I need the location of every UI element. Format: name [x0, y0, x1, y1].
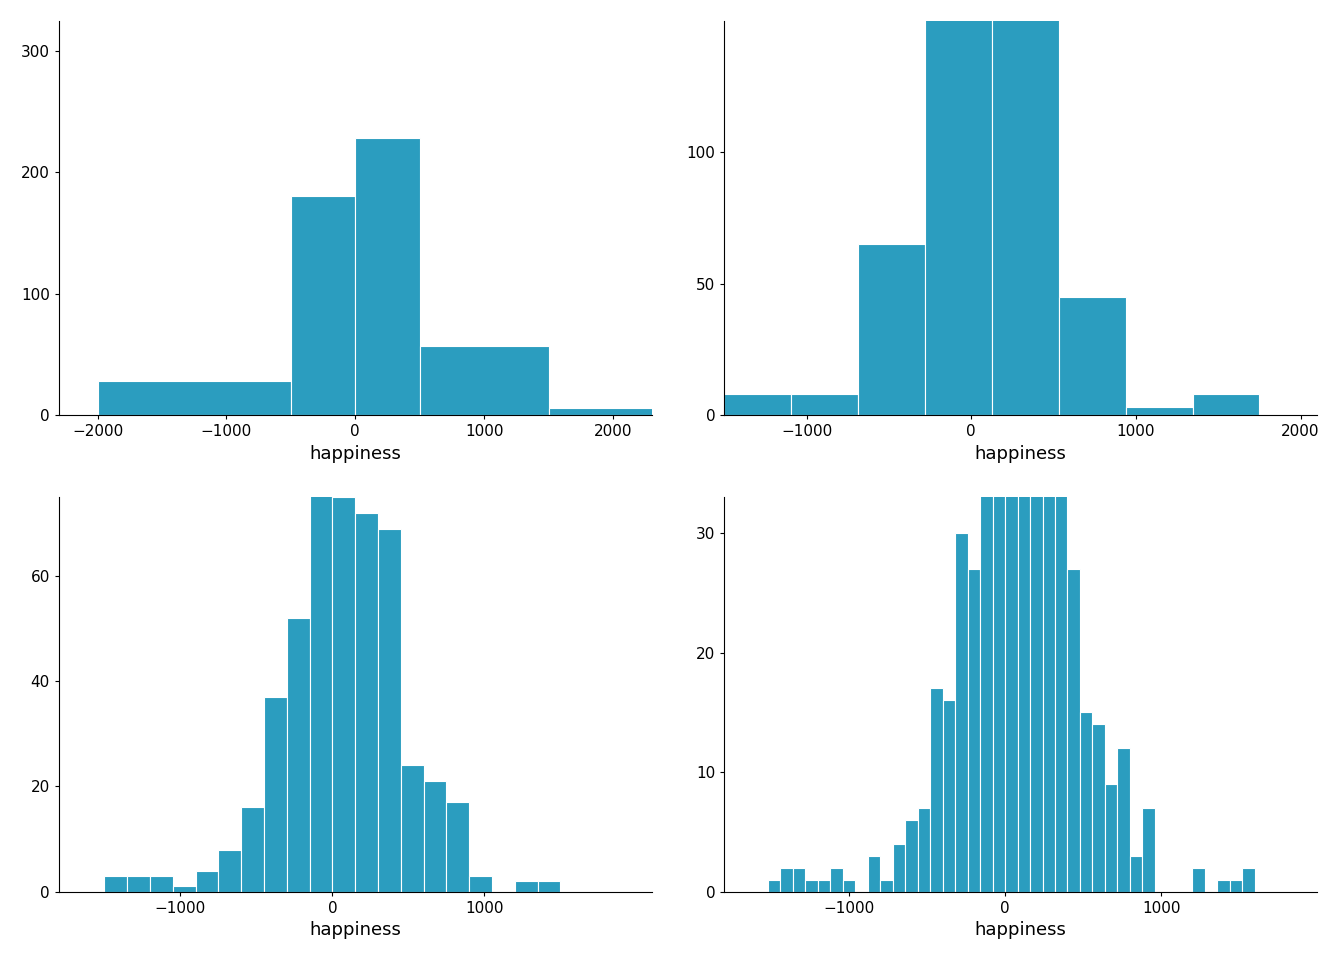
Bar — [818, 879, 831, 892]
Bar — [469, 876, 492, 892]
X-axis label: happiness: happiness — [309, 444, 402, 463]
Bar — [378, 529, 401, 892]
Bar — [1242, 868, 1255, 892]
Bar — [724, 394, 792, 415]
Bar — [151, 876, 173, 892]
Bar — [1192, 868, 1204, 892]
Bar — [793, 868, 805, 892]
Bar — [548, 408, 677, 415]
Bar — [263, 697, 286, 892]
Bar — [992, 0, 1059, 415]
Bar — [930, 688, 942, 892]
Bar — [843, 879, 855, 892]
Bar — [173, 886, 196, 892]
Bar — [1030, 414, 1043, 892]
X-axis label: happiness: happiness — [309, 922, 402, 939]
Bar — [128, 876, 151, 892]
Bar — [1017, 366, 1030, 892]
Bar — [423, 781, 446, 892]
Bar — [355, 514, 378, 892]
Bar — [868, 855, 880, 892]
Bar — [918, 808, 930, 892]
Bar — [290, 196, 355, 415]
Bar — [892, 844, 906, 892]
X-axis label: happiness: happiness — [974, 922, 1067, 939]
Bar — [980, 449, 993, 892]
Bar — [105, 876, 128, 892]
Bar — [538, 881, 560, 892]
Bar — [1105, 784, 1117, 892]
Bar — [286, 618, 309, 892]
Bar — [1005, 425, 1017, 892]
Bar — [515, 881, 538, 892]
Bar — [1142, 808, 1154, 892]
Bar — [219, 850, 242, 892]
Bar — [1093, 725, 1105, 892]
Bar — [242, 807, 263, 892]
Bar — [1192, 394, 1259, 415]
X-axis label: happiness: happiness — [974, 444, 1067, 463]
Bar — [1130, 855, 1142, 892]
Bar — [792, 394, 857, 415]
Bar — [880, 879, 892, 892]
Bar — [355, 138, 419, 415]
Bar — [196, 871, 219, 892]
Bar — [332, 497, 355, 892]
Bar — [857, 244, 925, 415]
Bar — [767, 879, 781, 892]
Bar — [1059, 297, 1126, 415]
Bar — [446, 803, 469, 892]
Bar — [1218, 879, 1230, 892]
Bar — [419, 346, 548, 415]
Bar — [309, 461, 332, 892]
Bar — [98, 381, 290, 415]
Bar — [401, 765, 423, 892]
Bar — [781, 868, 793, 892]
Bar — [1043, 486, 1055, 892]
Bar — [1230, 879, 1242, 892]
Bar — [831, 868, 843, 892]
Bar — [942, 701, 956, 892]
Bar — [805, 879, 818, 892]
Bar — [993, 282, 1005, 892]
Bar — [925, 0, 992, 415]
Bar — [1081, 712, 1093, 892]
Bar — [1126, 407, 1192, 415]
Bar — [968, 569, 980, 892]
Bar — [1067, 569, 1081, 892]
Bar — [1117, 748, 1130, 892]
Bar — [1055, 449, 1067, 892]
Bar — [956, 533, 968, 892]
Bar — [906, 820, 918, 892]
